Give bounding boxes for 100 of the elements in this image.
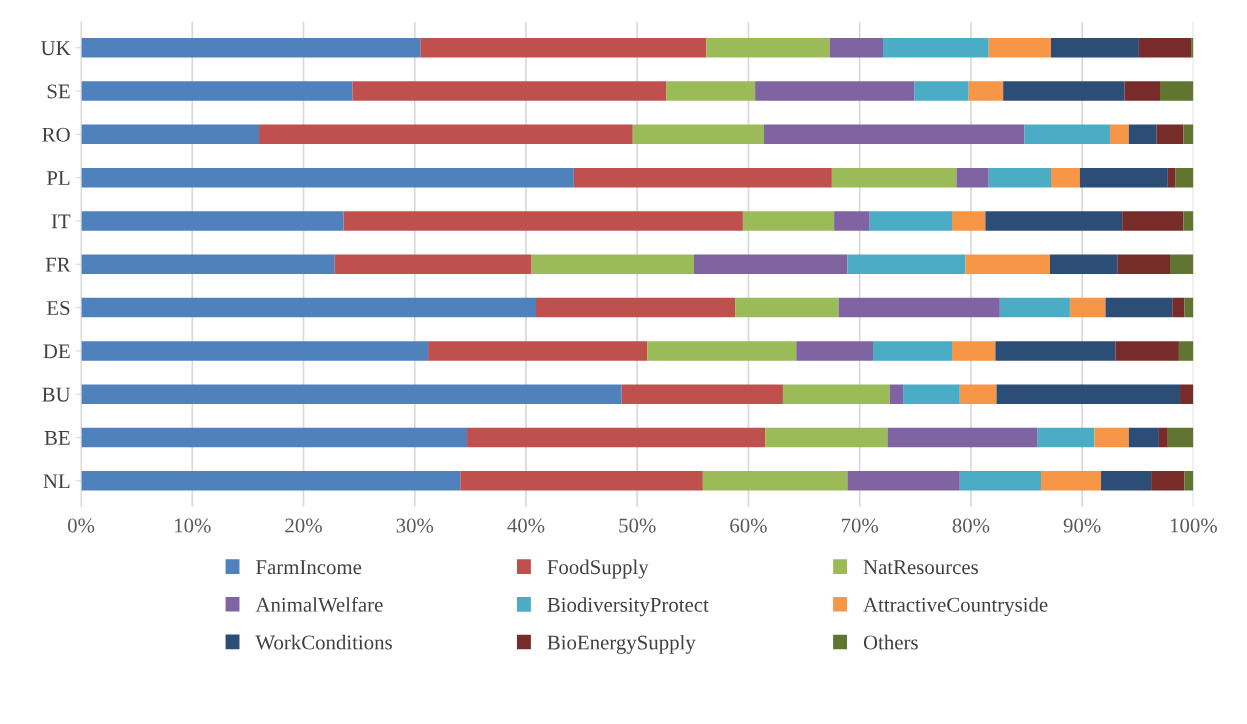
bar: [259, 124, 633, 145]
y-tick-label: RO: [42, 127, 70, 142]
bar: [1128, 124, 1157, 145]
legend-label: WorkConditions: [255, 634, 392, 650]
bar: [1158, 427, 1168, 448]
bar: [1183, 124, 1194, 145]
bar: [428, 341, 648, 361]
bar: [81, 81, 353, 101]
legend-label: FarmIncome: [256, 560, 362, 575]
x-tick-label: 0%: [67, 518, 95, 533]
bar: [742, 211, 835, 231]
bar: [764, 124, 1025, 145]
bar: [1105, 297, 1173, 318]
bar: [536, 297, 736, 318]
bar: [1184, 297, 1194, 318]
bar: [334, 254, 532, 274]
x-tick-label: 100%: [1170, 518, 1217, 533]
bar: [995, 341, 1116, 361]
bar: [1124, 81, 1161, 101]
bar: [81, 341, 429, 361]
bar: [1079, 167, 1168, 188]
x-tick-label: 40%: [507, 518, 545, 533]
x-tick-label: 30%: [396, 518, 434, 533]
bar: [829, 37, 884, 58]
bar: [1037, 427, 1095, 448]
bar: [1180, 384, 1194, 404]
bar: [81, 124, 260, 145]
bar: [81, 384, 622, 404]
bar: [796, 341, 874, 361]
bar: [81, 254, 335, 274]
bar: [531, 254, 694, 274]
bar: [632, 124, 765, 145]
legend-label: BiodiversityProtect: [547, 597, 709, 617]
legend-label: Others: [863, 634, 918, 650]
bar: [952, 211, 986, 231]
bar: [81, 37, 421, 58]
x-tick-label: 50%: [619, 518, 656, 533]
bar: [702, 471, 848, 491]
legend-label: AnimalWelfare: [255, 596, 383, 612]
bar: [847, 471, 960, 491]
bar: [1184, 471, 1194, 491]
bar: [831, 167, 957, 188]
y-tick-label: SE: [47, 84, 70, 99]
bar: [1128, 427, 1159, 448]
bar: [988, 167, 1051, 188]
bar: [883, 37, 989, 58]
bar: [959, 471, 1041, 491]
y-tick-label: BE: [44, 431, 70, 445]
y-tick-label: NL: [43, 474, 70, 489]
y-tick-label: IT: [51, 214, 71, 229]
bar: [1167, 167, 1176, 188]
legend-label: AttractiveCountryside: [863, 597, 1048, 617]
bar: [1156, 124, 1184, 145]
bar: [352, 81, 667, 101]
bar: [1051, 167, 1080, 188]
y-tick-label: UK: [40, 41, 71, 56]
bar: [903, 384, 960, 404]
bar: [1122, 211, 1184, 231]
bar: [869, 211, 952, 231]
legend-label: BioEnergySupply: [547, 634, 696, 654]
bar: [988, 37, 1051, 58]
bar: [847, 254, 966, 274]
bar: [873, 341, 952, 361]
bar: [1051, 37, 1139, 58]
bar: [1167, 427, 1194, 448]
bar: [1024, 124, 1110, 145]
bar: [838, 297, 1000, 318]
bar: [706, 37, 830, 58]
y-tick-label: DE: [43, 344, 70, 359]
bar: [1175, 167, 1194, 188]
y-tick-label: ES: [46, 301, 70, 315]
bar: [573, 167, 832, 188]
x-tick-label: 10%: [175, 518, 211, 533]
bar: [889, 384, 904, 404]
x-tick-label: 90%: [1063, 518, 1101, 533]
y-tick-label: PL: [46, 171, 70, 185]
bar: [1069, 297, 1106, 318]
bar: [81, 427, 468, 448]
bar: [968, 81, 1004, 101]
x-tick-label: 60%: [730, 518, 767, 533]
bar: [1172, 297, 1185, 318]
x-tick-label: 20%: [285, 518, 322, 533]
bar: [647, 341, 797, 361]
bar: [1115, 341, 1179, 361]
bar: [1138, 37, 1192, 58]
bar: [999, 297, 1070, 318]
bar: [985, 211, 1123, 231]
bar: [343, 211, 743, 231]
bar: [1178, 341, 1194, 361]
bar: [956, 167, 989, 188]
bar: [467, 427, 766, 448]
bar: [959, 384, 997, 404]
bar: [765, 427, 888, 448]
bar: [735, 297, 839, 318]
bar: [1003, 81, 1125, 101]
y-tick-label: FR: [45, 257, 71, 272]
bar: [914, 81, 969, 101]
bar: [1160, 81, 1194, 101]
legend-label: NatResources: [863, 560, 978, 575]
bar: [834, 211, 870, 231]
